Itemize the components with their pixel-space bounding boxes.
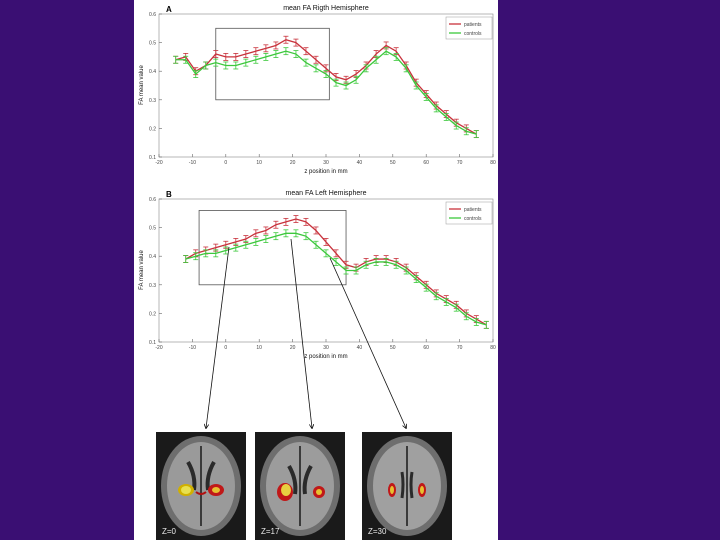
x-tick-label: 30 — [323, 345, 329, 351]
x-tick-label: -10 — [189, 345, 196, 351]
panel-letter: B — [166, 190, 172, 199]
y-axis-label: FA mean value — [139, 249, 145, 289]
y-tick-label: 0.4 — [149, 69, 156, 75]
y-axis-label: FA mean value — [139, 64, 145, 104]
x-tick-label: 50 — [390, 345, 396, 351]
y-tick-label: 0.5 — [149, 41, 156, 47]
slice-label: Z=0 — [162, 527, 177, 536]
zoom-region-box — [198, 210, 347, 286]
x-tick-label: 0 — [224, 345, 227, 351]
y-tick-label: 0.2 — [149, 126, 156, 132]
x-tick-label: 30 — [323, 160, 329, 166]
y-tick-label: 0.2 — [149, 311, 156, 317]
x-tick-label: 10 — [256, 160, 262, 166]
x-tick-label: -20 — [155, 160, 162, 166]
x-tick-label: 70 — [457, 345, 463, 351]
y-tick-label: 0.3 — [149, 283, 156, 289]
x-tick-label: 80 — [490, 160, 496, 166]
legend-label: patients — [464, 22, 482, 28]
y-tick-label: 0.4 — [149, 254, 156, 260]
brain-scan-image — [260, 436, 340, 536]
x-tick-label: 50 — [390, 160, 396, 166]
chart-title: mean FA Left Hemisphere — [286, 190, 367, 197]
x-tick-label: 40 — [357, 345, 363, 351]
legend-label: controls — [464, 216, 482, 222]
y-tick-label: 0.5 — [149, 226, 156, 232]
x-tick-label: -10 — [189, 160, 196, 166]
x-tick-label: 0 — [224, 160, 227, 166]
slice-label: Z=30 — [368, 527, 387, 536]
arrow-to-z0 — [206, 246, 230, 428]
y-tick-label: 0.1 — [149, 340, 156, 346]
x-tick-label: 70 — [457, 160, 463, 166]
arrow-to-z17 — [290, 238, 312, 428]
panel-letter: A — [166, 5, 172, 14]
chart-title: mean FA Rigth Hemisphere — [283, 5, 369, 12]
x-tick-label: 40 — [357, 160, 363, 166]
legend-label: controls — [464, 31, 482, 37]
y-tick-label: 0.3 — [149, 98, 156, 104]
brain-scan-image — [161, 436, 241, 536]
brain-scan-image — [367, 436, 447, 536]
y-tick-label: 0.1 — [149, 155, 156, 161]
x-tick-label: 20 — [290, 160, 296, 166]
x-tick-label: -20 — [155, 345, 162, 351]
x-axis-label: z position in mm — [304, 354, 347, 360]
legend-label: patients — [464, 207, 482, 213]
arrow-to-z30 — [329, 257, 406, 428]
slice-label: Z=17 — [261, 527, 280, 536]
x-tick-label: 80 — [490, 345, 496, 351]
x-tick-label: 10 — [256, 345, 262, 351]
x-tick-label: 60 — [423, 345, 429, 351]
brain-slice-z30: Z=30 — [362, 432, 452, 540]
brain-slice-z0: Z=0 — [156, 432, 246, 540]
brain-slice-z17: Z=17 — [255, 432, 345, 540]
y-tick-label: 0.6 — [149, 12, 156, 18]
x-tick-label: 60 — [423, 160, 429, 166]
x-tick-label: 20 — [290, 345, 296, 351]
zoom-arrows — [134, 238, 498, 540]
y-tick-label: 0.6 — [149, 197, 156, 203]
x-axis-label: z position in mm — [304, 169, 347, 175]
